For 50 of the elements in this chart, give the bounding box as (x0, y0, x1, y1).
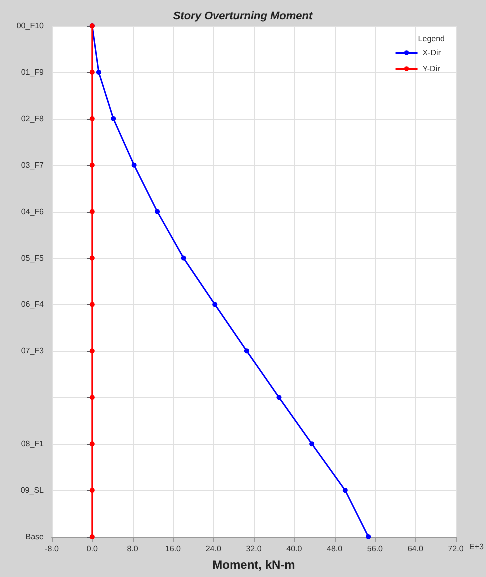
point (90, 70, 95, 75)
point (155, 209, 160, 214)
point (90, 162, 95, 168)
point (96, 70, 102, 75)
x-tick-label: 48.0 (327, 544, 344, 554)
point (244, 348, 250, 354)
point (90, 348, 95, 354)
y-tick-label: 09_SL (20, 486, 45, 496)
point (90, 116, 95, 122)
x-tick-label: 40.0 (286, 544, 303, 554)
y-tick-label: 02_F8 (21, 114, 45, 124)
point (90, 302, 95, 308)
x-tick-label: 72.0 (448, 544, 464, 554)
x-tick-label: 64.0 (408, 544, 424, 554)
x-tick-label: 32.0 (246, 544, 262, 554)
y-tick-label: 01_F9 (21, 68, 45, 77)
point (342, 488, 348, 494)
point (90, 442, 95, 447)
x-axis-title: Moment, kN-m (212, 558, 296, 572)
point (90, 534, 95, 540)
x-tick-label: -8.0 (45, 544, 60, 554)
x-tick-label: 0.0 (86, 544, 99, 554)
x-tick-label: 16.0 (165, 544, 182, 554)
point (212, 302, 218, 308)
point (90, 209, 95, 214)
point (111, 116, 116, 122)
x-tick-label: 24.0 (206, 544, 222, 554)
legend-label: Y-Dir (422, 64, 441, 74)
text: E+3 (470, 542, 485, 552)
point (276, 395, 282, 400)
y-tick-label: 05_F5 (21, 254, 45, 263)
y-tick-label: 06_F4 (21, 300, 45, 310)
point (132, 162, 137, 168)
point (90, 256, 95, 261)
x-tick-label: 8.0 (127, 544, 139, 554)
y-tick-label: 08_F1 (21, 440, 45, 449)
y-tick-label: 04_F6 (21, 207, 45, 216)
legend-label: X-Dir (422, 48, 442, 58)
y-tick-label: 03_F7 (21, 160, 45, 170)
y-tick-label: 07_F3 (21, 346, 45, 356)
y-tick-label: 00_F10 (16, 22, 45, 30)
point (90, 395, 95, 400)
point (181, 256, 186, 261)
y-tick-label: Base (26, 532, 45, 542)
legend-title: Legend (418, 34, 446, 44)
point (310, 442, 315, 447)
point (90, 488, 95, 494)
x-tick-label: 56.0 (367, 544, 384, 554)
chart-title: Story Overturning Moment (173, 10, 314, 22)
point (366, 534, 372, 540)
